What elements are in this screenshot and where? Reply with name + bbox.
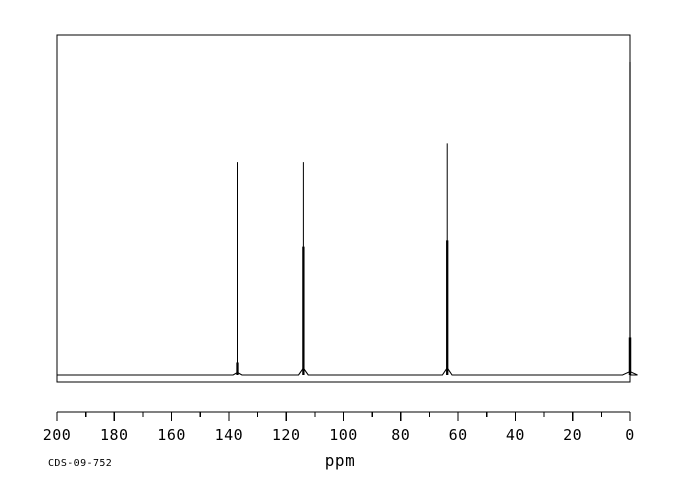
x-axis — [56, 411, 631, 421]
x-tick-label: 0 — [625, 426, 635, 444]
x-tick-label: 200 — [43, 426, 72, 444]
x-axis-tick-labels: 200 180 160 140 120 100 80 60 40 20 0 — [43, 426, 635, 444]
x-tick-label: 120 — [272, 426, 301, 444]
spectrum-trace — [57, 62, 638, 376]
x-tick-label: 60 — [449, 426, 468, 444]
x-tick-label: 160 — [157, 426, 186, 444]
x-tick-label: 180 — [100, 426, 129, 444]
x-tick-label: 40 — [506, 426, 525, 444]
plot-frame — [56, 34, 631, 383]
x-tick-label: 20 — [563, 426, 582, 444]
spectrum-id-label: CDS-09-752 — [48, 458, 112, 469]
x-tick-label: 100 — [329, 426, 358, 444]
x-tick-label: 140 — [215, 426, 244, 444]
plot-border — [56, 34, 631, 383]
x-axis-title: ppm — [325, 451, 355, 470]
x-tick-label: 80 — [391, 426, 410, 444]
